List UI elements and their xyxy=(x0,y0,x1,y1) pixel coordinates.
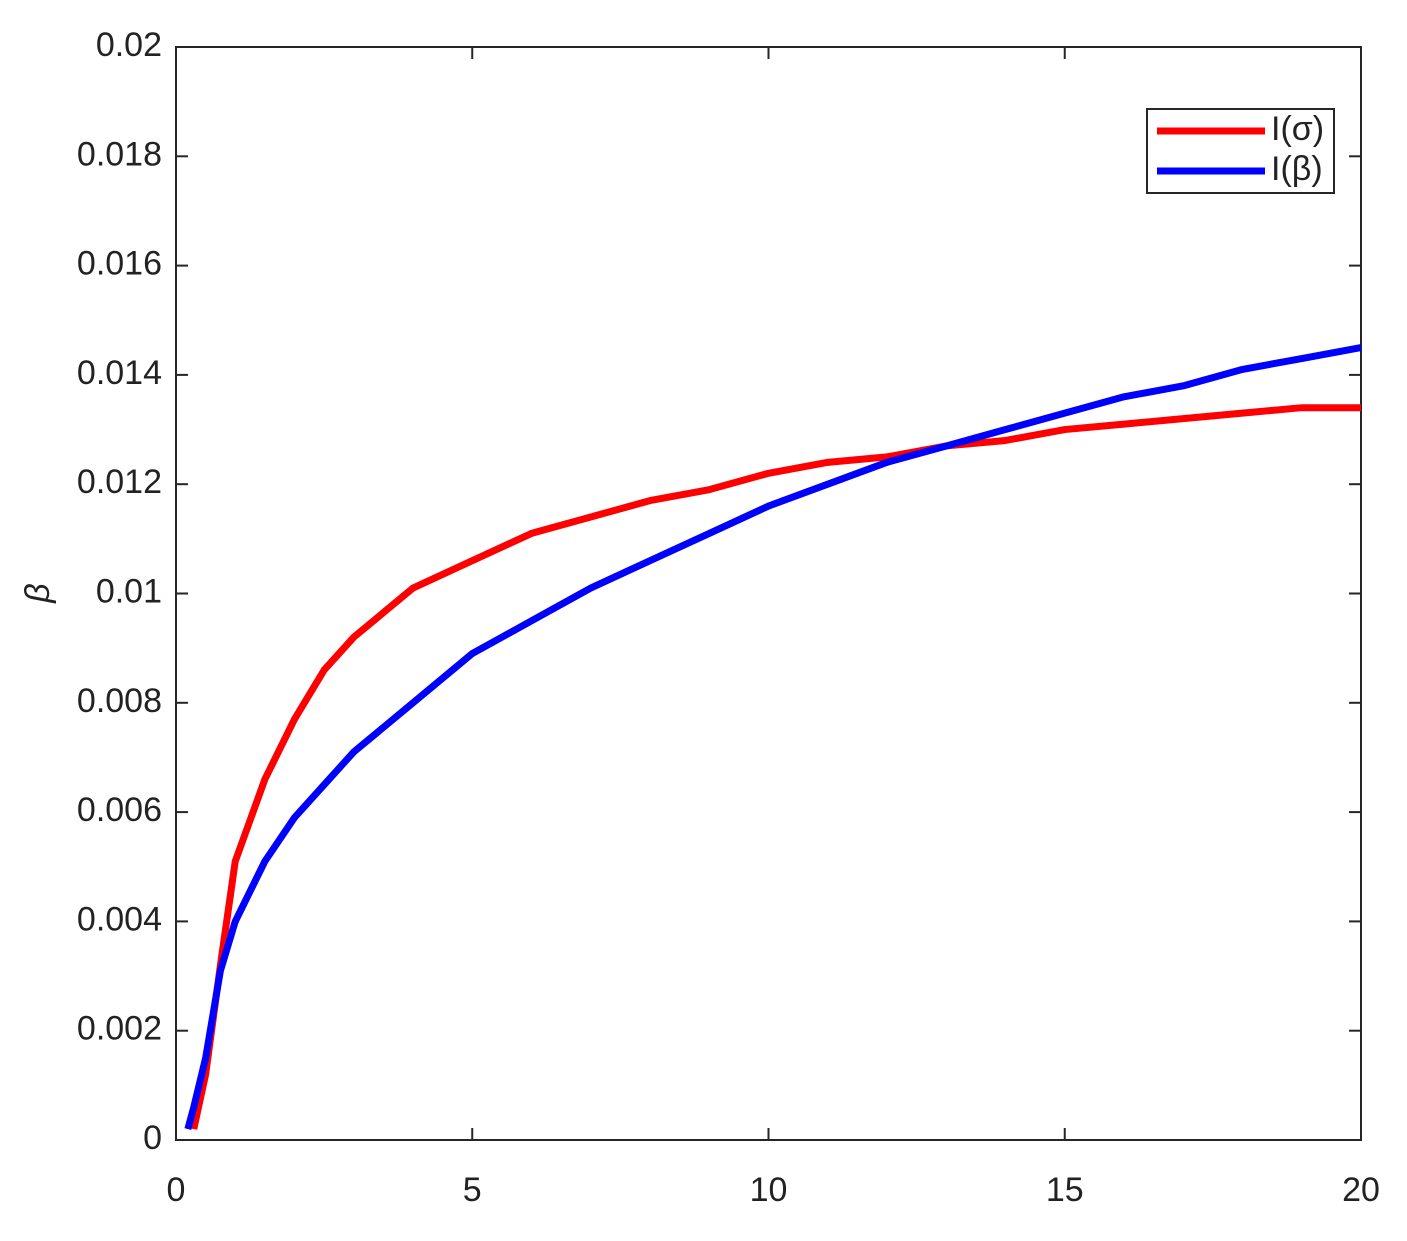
x-tick-label: 15 xyxy=(1046,1171,1084,1209)
y-axis-label: β xyxy=(19,583,57,603)
x-tick-label: 20 xyxy=(1342,1171,1380,1209)
legend-box xyxy=(1146,108,1335,194)
y-tick-label: 0 xyxy=(143,1119,162,1157)
y-tick-label: 0.002 xyxy=(77,1010,162,1048)
x-tick-label: 10 xyxy=(750,1171,788,1209)
x-tick-label: 0 xyxy=(167,1171,186,1209)
line-series xyxy=(190,404,1361,1130)
y-tick-label: 0.018 xyxy=(77,135,162,173)
y-tick-label: 0.008 xyxy=(77,682,162,720)
y-tick-label: 0.01 xyxy=(96,572,162,610)
y-tick-label: 0.014 xyxy=(77,354,162,392)
legend-label: I(β) xyxy=(1271,150,1323,188)
y-tick-label: 0.016 xyxy=(77,245,162,283)
legend-label: I(σ) xyxy=(1271,110,1324,148)
y-tick-label: 0.012 xyxy=(77,463,162,501)
line-series xyxy=(184,344,1362,1130)
y-tick-label: 0.006 xyxy=(77,791,162,829)
x-tick-label: 5 xyxy=(463,1171,482,1209)
plot-frame xyxy=(175,46,1362,1141)
y-tick-label: 0.02 xyxy=(96,26,162,64)
y-tick-label: 0.004 xyxy=(77,900,162,938)
